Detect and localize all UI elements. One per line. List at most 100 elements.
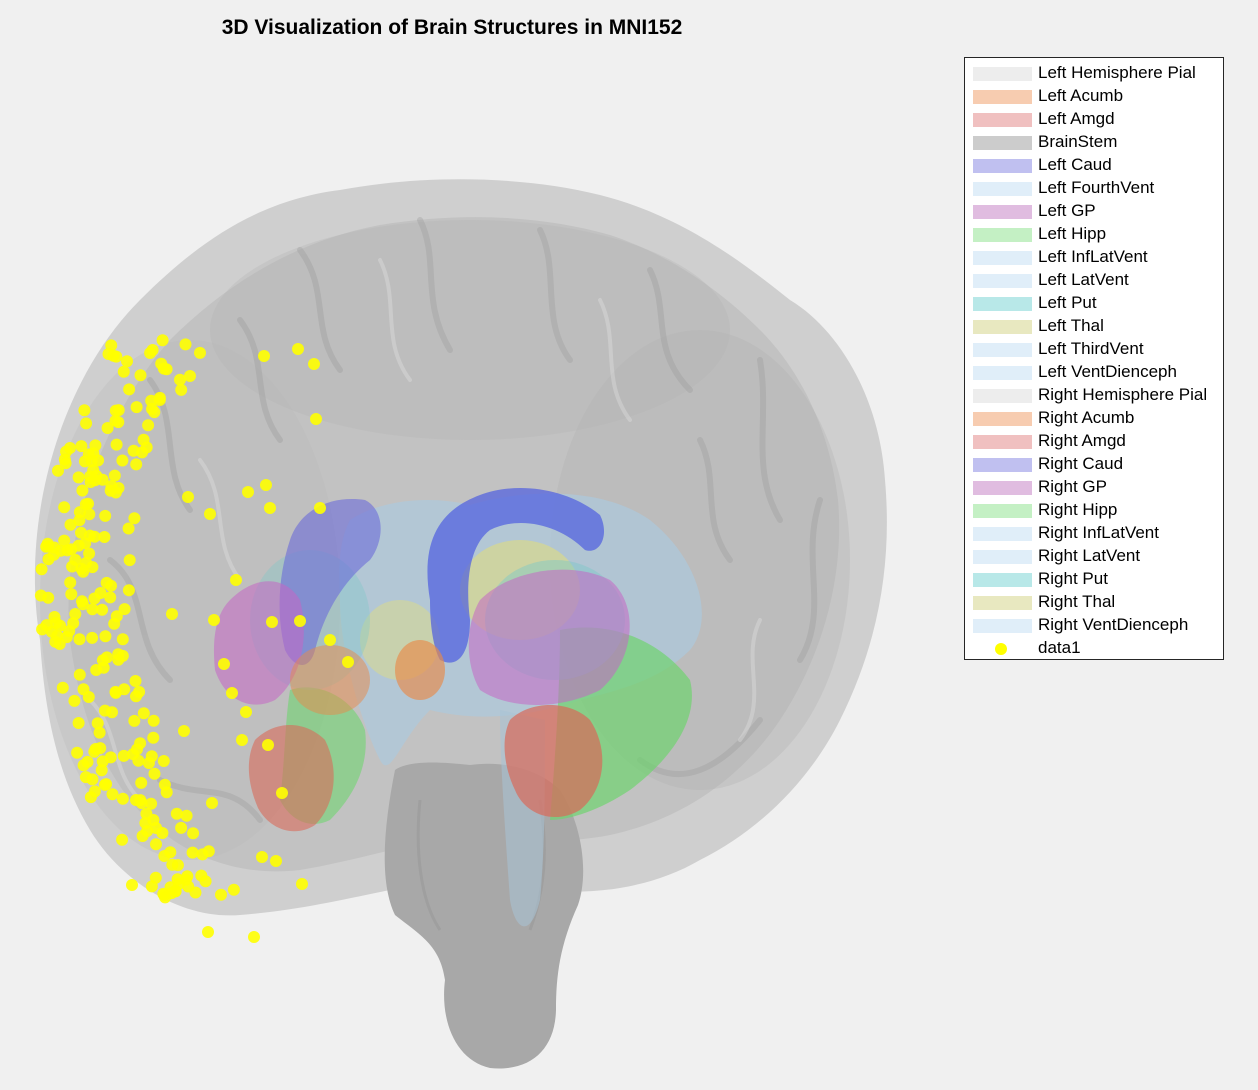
legend-swatch — [973, 619, 1032, 633]
legend-item[interactable]: Right InfLatVent — [965, 521, 1223, 544]
legend-item[interactable]: Left FourthVent — [965, 176, 1223, 199]
legend-label: Right LatVent — [1038, 546, 1141, 565]
legend-item[interactable]: Right Put — [965, 567, 1223, 590]
electrode-point — [116, 633, 129, 646]
electrode-point — [270, 855, 282, 867]
legend-swatch — [973, 343, 1032, 357]
electrode-point — [53, 638, 66, 650]
electrode-point — [86, 631, 99, 644]
legend-swatch — [973, 550, 1032, 564]
electrode-point — [134, 737, 147, 750]
electrode-point — [36, 623, 49, 636]
legend-label: Left FourthVent — [1038, 178, 1155, 197]
electrode-point — [106, 788, 119, 801]
electrode-point — [133, 685, 146, 698]
electrode-point — [135, 776, 148, 789]
electrode-point — [100, 778, 113, 791]
legend-item[interactable]: Left Acumb — [965, 84, 1223, 107]
electrode-point — [86, 603, 99, 616]
legend-item[interactable]: Right Amgd — [965, 429, 1223, 452]
legend-label: Right InfLatVent — [1038, 523, 1159, 542]
electrode-point — [42, 591, 55, 604]
legend-item[interactable]: Left LatVent — [965, 268, 1223, 291]
legend-item[interactable]: Left ThirdVent — [965, 337, 1223, 360]
electrode-point — [78, 455, 91, 468]
electrode-point — [88, 592, 101, 605]
electrode-point — [116, 649, 129, 662]
electrode-point — [97, 661, 110, 674]
electrode-point — [147, 814, 160, 826]
electrode-point — [137, 707, 150, 720]
electrode-point — [116, 792, 129, 805]
electrode-point — [82, 691, 95, 703]
legend-item[interactable]: Left GP — [965, 199, 1223, 222]
legend-item[interactable]: Left Amgd — [965, 107, 1223, 130]
legend-item[interactable]: Left Put — [965, 291, 1223, 314]
electrode-point — [83, 547, 96, 560]
electrode-point — [186, 846, 199, 859]
legend-item[interactable]: Right Acumb — [965, 406, 1223, 429]
legend-item[interactable]: Left Caud — [965, 153, 1223, 176]
electrode-point — [260, 479, 272, 491]
legend-item[interactable]: Right GP — [965, 475, 1223, 498]
electrode-point — [95, 764, 108, 777]
legend-label: Right Hemisphere Pial — [1038, 385, 1208, 404]
electrode-point — [76, 484, 89, 497]
legend-label: Left VentDienceph — [1038, 362, 1177, 381]
electrode-point — [126, 879, 138, 891]
electrode-point — [108, 617, 121, 630]
electrode-point — [104, 591, 117, 604]
electrode-point — [145, 797, 158, 810]
electrode-point — [196, 848, 209, 861]
electrode-point — [171, 859, 184, 872]
electrode-point — [199, 875, 212, 888]
legend-item[interactable]: BrainStem — [965, 130, 1223, 153]
legend-swatch — [973, 389, 1032, 403]
electrode-point — [194, 346, 206, 359]
electrode-point — [204, 508, 216, 520]
legend-item[interactable]: Right VentDienceph — [965, 613, 1223, 636]
electrode-point — [64, 576, 77, 589]
electrode-point — [206, 797, 218, 809]
legend-label: Left LatVent — [1038, 270, 1129, 289]
legend-swatch — [973, 412, 1032, 426]
legend-label: Left Caud — [1038, 155, 1112, 174]
electrode-point — [248, 931, 260, 943]
electrode-point — [105, 339, 118, 352]
electrode-point — [175, 821, 188, 834]
electrode-point — [106, 706, 118, 719]
electrode-point — [78, 404, 91, 417]
electrode-point — [72, 471, 85, 484]
electrode-point — [79, 537, 92, 550]
legend-item[interactable]: Right Thal — [965, 590, 1223, 613]
electrode-point — [258, 350, 270, 362]
legend-item[interactable]: data1 — [965, 636, 1223, 659]
legend-label: Left Put — [1038, 293, 1097, 312]
legend-item[interactable]: Left Hipp — [965, 222, 1223, 245]
legend-swatch — [973, 435, 1032, 449]
legend-item[interactable]: Right LatVent — [965, 544, 1223, 567]
electrode-point — [202, 926, 214, 938]
electrode-point — [77, 565, 90, 578]
electrode-point — [174, 373, 186, 386]
legend-item[interactable]: Left InfLatVent — [965, 245, 1223, 268]
electrode-point — [73, 668, 86, 681]
electrode-markers — [34, 334, 354, 943]
legend-item[interactable]: Right Hipp — [965, 498, 1223, 521]
electrode-point — [296, 878, 308, 890]
legend-item[interactable]: Left Thal — [965, 314, 1223, 337]
legend-item[interactable]: Right Hemisphere Pial — [965, 383, 1223, 406]
electrode-point — [101, 422, 114, 434]
globus-pallidus — [213, 569, 630, 705]
legend-label: Right Amgd — [1038, 431, 1126, 450]
electrode-point — [310, 413, 322, 425]
legend-item[interactable]: Right Caud — [965, 452, 1223, 475]
legend-item[interactable]: Left VentDienceph — [965, 360, 1223, 383]
legend-item[interactable]: Left Hemisphere Pial — [965, 61, 1223, 84]
electrode-point — [80, 417, 93, 430]
electrode-point — [144, 347, 157, 359]
electrode-point — [116, 833, 129, 846]
legend-label: Right Put — [1038, 569, 1108, 588]
electrode-point — [264, 502, 276, 514]
electrode-point — [157, 755, 170, 767]
